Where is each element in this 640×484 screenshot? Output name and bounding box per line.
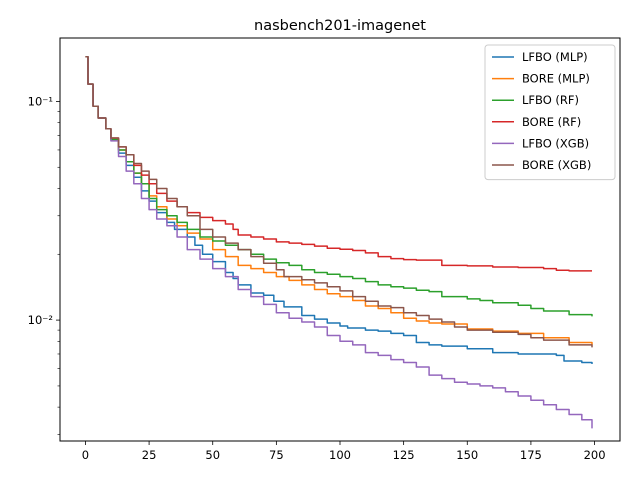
y-tick-label-0: 10⁻²	[28, 313, 53, 327]
x-tick-label-6: 150	[456, 448, 478, 462]
x-tick-label-1: 25	[142, 448, 157, 462]
plot-frame	[59, 37, 621, 442]
legend-label-5: BORE (XGB)	[522, 158, 591, 172]
legend: LFBO (MLP) BORE (MLP) LFBO (RF) BORE (RF) LF…	[484, 44, 616, 181]
legend-label-0: LFBO (MLP)	[522, 50, 588, 64]
y-tick-label-1: 10⁻¹	[28, 94, 53, 108]
series-layer	[85, 56, 593, 429]
x-tick-label-0: 0	[82, 448, 89, 462]
x-tick-label-3: 75	[269, 448, 284, 462]
x-tick-label-5: 125	[393, 448, 415, 462]
legend-label-2: LFBO (RF)	[522, 93, 579, 107]
x-tick-label-8: 200	[584, 448, 606, 462]
chart-title: nasbench201-imagenet	[254, 18, 426, 34]
legend-label-3: BORE (RF)	[522, 115, 581, 129]
series-line-4	[85, 56, 593, 429]
legend-box	[484, 44, 616, 181]
x-axis: 0 25 50 75 100 125 150 175 200	[82, 441, 606, 462]
series-line-0	[85, 56, 593, 364]
x-tick-label-7: 175	[520, 448, 542, 462]
series-line-5	[85, 56, 593, 348]
legend-label-1: BORE (MLP)	[522, 72, 590, 86]
y-axis: 10⁻² 10⁻¹	[28, 94, 60, 435]
legend-label-4: LFBO (XGB)	[522, 136, 589, 150]
x-tick-label-2: 50	[205, 448, 220, 462]
x-tick-label-4: 100	[329, 448, 351, 462]
